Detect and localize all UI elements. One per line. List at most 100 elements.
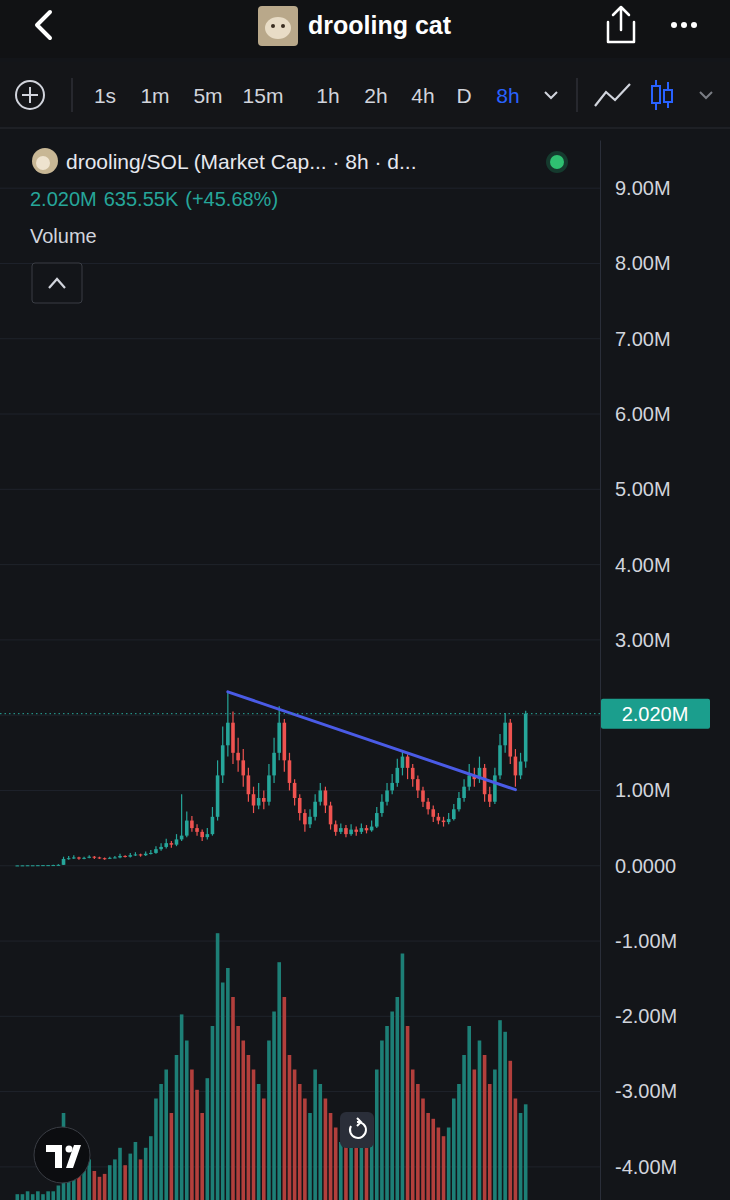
candle-body [67, 858, 71, 859]
candle-body [206, 834, 210, 837]
candle-body [519, 762, 523, 776]
candle-body [354, 830, 358, 832]
more-dot[interactable] [671, 22, 677, 28]
line-chart-button[interactable] [595, 84, 630, 106]
timeframe-button[interactable]: 1h [316, 84, 339, 107]
candle-body [103, 858, 107, 859]
y-tick: -4.00M [600, 1156, 677, 1178]
y-tick-label: 3.00M [615, 629, 671, 651]
candle-body [98, 857, 102, 858]
reset-button[interactable] [340, 1112, 374, 1148]
y-axis: -4.00M-3.00M-2.00M-1.00M0.00001.00M2.00M… [600, 141, 677, 1200]
candle-body [108, 858, 112, 859]
y-tick-label: -1.00M [615, 930, 677, 952]
candle-body [283, 723, 287, 761]
candle-body [308, 817, 312, 825]
candle-body [113, 857, 117, 858]
volume-bar [354, 1142, 358, 1200]
chart-type-dropdown[interactable] [700, 92, 712, 98]
volume-bar [46, 1191, 50, 1200]
y-tick-label: 4.00M [615, 554, 671, 576]
candle-body [195, 828, 199, 832]
page-title: drooling cat [308, 11, 452, 39]
collapse-icon[interactable] [49, 279, 65, 288]
tradingview-logo-mark[interactable] [46, 1145, 81, 1168]
timeframe-button[interactable]: 5m [193, 84, 222, 107]
more-dot[interactable] [691, 22, 697, 28]
volume-bar [493, 1070, 497, 1200]
volume-bar [231, 997, 235, 1200]
y-tick: 5.00M [600, 478, 671, 500]
volume-series [16, 933, 528, 1200]
share-button[interactable] [608, 7, 634, 42]
candle-icon-body[interactable] [652, 86, 660, 103]
candle-body [401, 757, 405, 768]
y-tick: 1.00M [600, 779, 671, 801]
candle-body [514, 757, 518, 776]
grid-line [0, 865, 600, 866]
tradingview-logo[interactable] [34, 1127, 90, 1183]
volume-bar [247, 1055, 251, 1200]
timeframe-button[interactable]: 15m [243, 84, 284, 107]
candle-body [437, 817, 441, 821]
more-button[interactable] [671, 22, 697, 28]
volume-bar [329, 1113, 333, 1200]
timeframe-button[interactable]: D [456, 84, 471, 107]
timeframe-button[interactable]: 4h [411, 84, 434, 107]
y-tick-label: 1.00M [615, 779, 671, 801]
timeframe-button[interactable]: 1s [94, 84, 116, 107]
volume-bar [170, 1113, 174, 1200]
candle-body [339, 828, 343, 832]
candle-body [164, 843, 168, 847]
volume-bar [51, 1191, 55, 1200]
avatar-face [265, 17, 291, 39]
volume-bar [396, 997, 400, 1200]
add-icon[interactable] [22, 87, 38, 103]
volume-bar [139, 1159, 143, 1200]
candle-body [288, 760, 292, 783]
candle-body [118, 856, 122, 858]
reset-icon[interactable] [350, 1118, 366, 1138]
status-dot [550, 155, 564, 169]
timeframe-button[interactable]: 8h [496, 84, 519, 107]
candle-body [462, 787, 466, 798]
volume-bar [267, 1041, 271, 1200]
candle-chart-button[interactable] [652, 80, 672, 110]
candle-body [385, 790, 389, 801]
candle-body [252, 794, 256, 805]
last-price-badge [601, 699, 710, 729]
candle-body [313, 802, 317, 817]
candle-icon-body[interactable] [664, 90, 672, 102]
timeframe-button[interactable]: 2h [364, 84, 387, 107]
candle-body [267, 775, 271, 801]
y-tick-label: -4.00M [615, 1156, 677, 1178]
timeframe-dropdown[interactable] [545, 92, 557, 98]
back-button[interactable] [37, 12, 50, 38]
candle-body [57, 865, 61, 866]
volume-bar [380, 1041, 384, 1200]
y-axis-line [600, 141, 601, 1200]
y-tick: -1.00M [600, 930, 677, 952]
volume-bar [426, 1113, 430, 1200]
status-halo [546, 151, 568, 173]
add-button[interactable] [16, 81, 44, 109]
volume-bar [519, 1113, 523, 1200]
candle-body [62, 859, 66, 865]
more-dot[interactable] [681, 22, 687, 28]
volume-bar [524, 1104, 528, 1200]
candle-body [26, 865, 30, 866]
candle-body [241, 760, 245, 775]
candle-body [21, 865, 25, 866]
tradingview-logo-dot[interactable] [66, 1146, 73, 1153]
y-tick-label: 5.00M [615, 478, 671, 500]
candle-body [216, 775, 220, 816]
candle-body [236, 753, 240, 761]
volume-bar [277, 962, 281, 1200]
volume-bar [442, 1136, 446, 1200]
candle-body [36, 865, 40, 866]
separator [577, 78, 578, 112]
timeframe-button[interactable]: 1m [140, 84, 169, 107]
collapse-button[interactable] [32, 263, 82, 303]
volume-bar [159, 1084, 163, 1200]
candle-body [380, 802, 384, 813]
